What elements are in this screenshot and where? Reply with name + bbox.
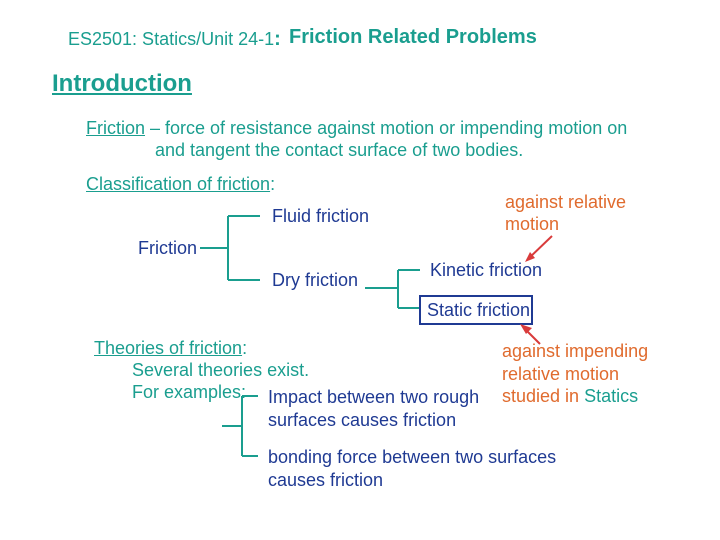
ex1-l1: Impact between two rough — [268, 386, 479, 409]
slide-root: ES2501: Statics/Unit 24-1: Friction Rela… — [0, 0, 720, 540]
note-kinetic: against relative motion — [505, 192, 626, 235]
branch-dry: Dry friction — [272, 270, 358, 291]
ex1-l2: surfaces causes friction — [268, 409, 479, 432]
theories-line1: Several theories exist. — [132, 360, 309, 381]
theory-example-2: bonding force between two surfaces cause… — [268, 446, 556, 491]
note-static-l3b: Statics — [584, 386, 638, 406]
note-kinetic-l2: motion — [505, 214, 626, 236]
note-static: against impending relative motion studie… — [502, 340, 648, 408]
note-kinetic-l1: against relative — [505, 192, 626, 214]
branch-fluid: Fluid friction — [272, 206, 369, 227]
ex2-l2: causes friction — [268, 469, 556, 492]
theories-label-text: Theories of friction — [94, 338, 242, 358]
theories-label: Theories of friction: — [94, 338, 247, 359]
theories-line2: For examples: — [132, 382, 246, 403]
ex2-l1: bonding force between two surfaces — [268, 446, 556, 469]
note-static-l3: studied in Statics — [502, 385, 648, 408]
note-static-l2: relative motion — [502, 363, 648, 386]
note-static-l3a: studied in — [502, 386, 584, 406]
theories-label-colon: : — [242, 338, 247, 358]
note-static-l1: against impending — [502, 340, 648, 363]
sub-kinetic: Kinetic friction — [430, 260, 542, 281]
sub-static: Static friction — [427, 300, 530, 321]
theory-example-1: Impact between two rough surfaces causes… — [268, 386, 479, 431]
